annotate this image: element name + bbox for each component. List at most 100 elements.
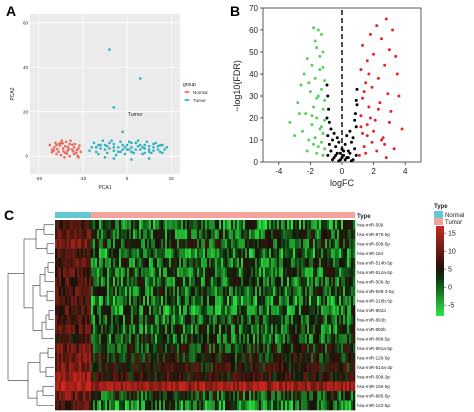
pca-point-normal	[60, 139, 64, 142]
heatmap-cell	[179, 343, 182, 354]
heatmap-cell	[305, 353, 308, 363]
heatmap-cell	[281, 258, 284, 268]
heatmap-cell	[261, 296, 264, 306]
heatmap-cell	[313, 277, 316, 287]
heatmap-cell	[241, 286, 244, 297]
heatmap-cell	[111, 239, 114, 249]
heatmap-cell	[313, 248, 316, 259]
heatmap-cell	[155, 229, 158, 240]
heatmap-cell	[103, 372, 106, 382]
heatmap-cell	[89, 362, 92, 373]
heatmap-cell	[79, 362, 82, 373]
heatmap-cell	[351, 315, 354, 325]
volcano-point-up	[384, 156, 388, 160]
heatmap-cell	[267, 248, 270, 259]
heatmap-cell	[203, 305, 206, 316]
heatmap-cell	[337, 286, 340, 297]
heatmap-cell	[179, 353, 182, 363]
volcano-point-ns	[354, 153, 358, 157]
heatmap-cell	[285, 229, 288, 240]
heatmap-cell	[209, 267, 212, 278]
pca-point-tumor	[108, 141, 111, 145]
heatmap-cell	[199, 315, 202, 325]
heatmap-cell	[125, 248, 128, 259]
heatmap-cell	[75, 362, 78, 373]
heatmap-cell	[165, 296, 168, 306]
heatmap-cell	[145, 267, 148, 278]
heatmap-cell	[77, 296, 80, 306]
heatmap-cell	[153, 362, 156, 373]
heatmap-cell	[131, 400, 134, 411]
heatmap-cell	[257, 267, 260, 278]
heatmap-cell	[101, 286, 104, 297]
pca-point-tumor	[103, 143, 107, 147]
heatmap-cell	[221, 305, 224, 316]
heatmap-cell	[329, 381, 332, 392]
heatmap-cell	[185, 353, 188, 363]
heatmap-cell	[309, 362, 312, 373]
pca-point-tumor	[158, 150, 162, 154]
volcano-point-up	[359, 68, 363, 72]
heatmap-cell	[285, 286, 288, 297]
heatmap-cell	[245, 267, 248, 278]
heatmap-cell	[171, 296, 174, 306]
heatmap-cell	[77, 343, 80, 354]
heatmap-cell	[143, 372, 146, 382]
heatmap-cell	[71, 381, 74, 392]
heatmap-cell	[303, 296, 306, 306]
heatmap-cell	[177, 372, 180, 382]
heatmap-cell	[293, 239, 296, 249]
heatmap-cell	[101, 391, 104, 401]
heatmap-cell	[149, 277, 152, 287]
heatmap-cell	[263, 343, 266, 354]
heatmap-cell	[107, 239, 110, 249]
heatmap-cell	[169, 239, 172, 249]
pca-point-tumor	[108, 48, 111, 51]
volcano-x-tick-label: -4	[275, 167, 283, 176]
heatmap-cell	[283, 239, 286, 249]
heatmap-cell	[337, 362, 340, 373]
heatmap-cell	[209, 220, 212, 230]
heatmap-cell	[115, 229, 118, 240]
heatmap-cell	[85, 334, 88, 344]
heatmap-cell	[271, 267, 274, 278]
heatmap-cell	[333, 258, 336, 268]
heatmap-cell	[235, 400, 238, 411]
heatmap-cell	[105, 343, 108, 354]
heatmap-cell	[133, 343, 136, 354]
heatmap-cell	[141, 248, 144, 259]
heatmap-cell	[317, 315, 320, 325]
heatmap-cell	[219, 315, 222, 325]
heatmap-cell	[187, 372, 190, 382]
heatmap-cell	[255, 286, 258, 297]
heatmap-cell	[269, 381, 272, 392]
heatmap-cell	[259, 353, 262, 363]
heatmap-cell	[91, 315, 94, 325]
heatmap-cell	[343, 229, 346, 240]
heatmap-cell	[317, 286, 320, 297]
heatmap-cell	[269, 277, 272, 287]
heatmap-cell	[207, 229, 210, 240]
heatmap-cell	[267, 381, 270, 392]
heatmap-cell	[227, 258, 230, 268]
heatmap-cell	[125, 220, 128, 230]
heatmap-cell	[337, 324, 340, 335]
heatmap-cell	[71, 277, 74, 287]
heatmap-cell	[303, 362, 306, 373]
heatmap-cell	[127, 381, 130, 392]
heatmap-cell	[109, 362, 112, 373]
heatmap-cell	[319, 343, 322, 354]
heatmap-cell	[291, 229, 294, 240]
heatmap-cell	[141, 267, 144, 278]
heatmap-cell	[151, 296, 154, 306]
row-dendrogram	[7, 224, 54, 406]
heatmap-cell	[167, 400, 170, 411]
pca-point-normal	[68, 154, 72, 158]
heatmap-cell	[309, 239, 312, 249]
heatmap-cell	[185, 305, 188, 316]
heatmap-cell	[209, 324, 212, 335]
pca-legend-label-tumor: Tumor	[193, 98, 206, 103]
volcano-point-ns	[331, 138, 335, 142]
heatmap-cell	[63, 324, 66, 335]
heatmap-cell	[155, 381, 158, 392]
